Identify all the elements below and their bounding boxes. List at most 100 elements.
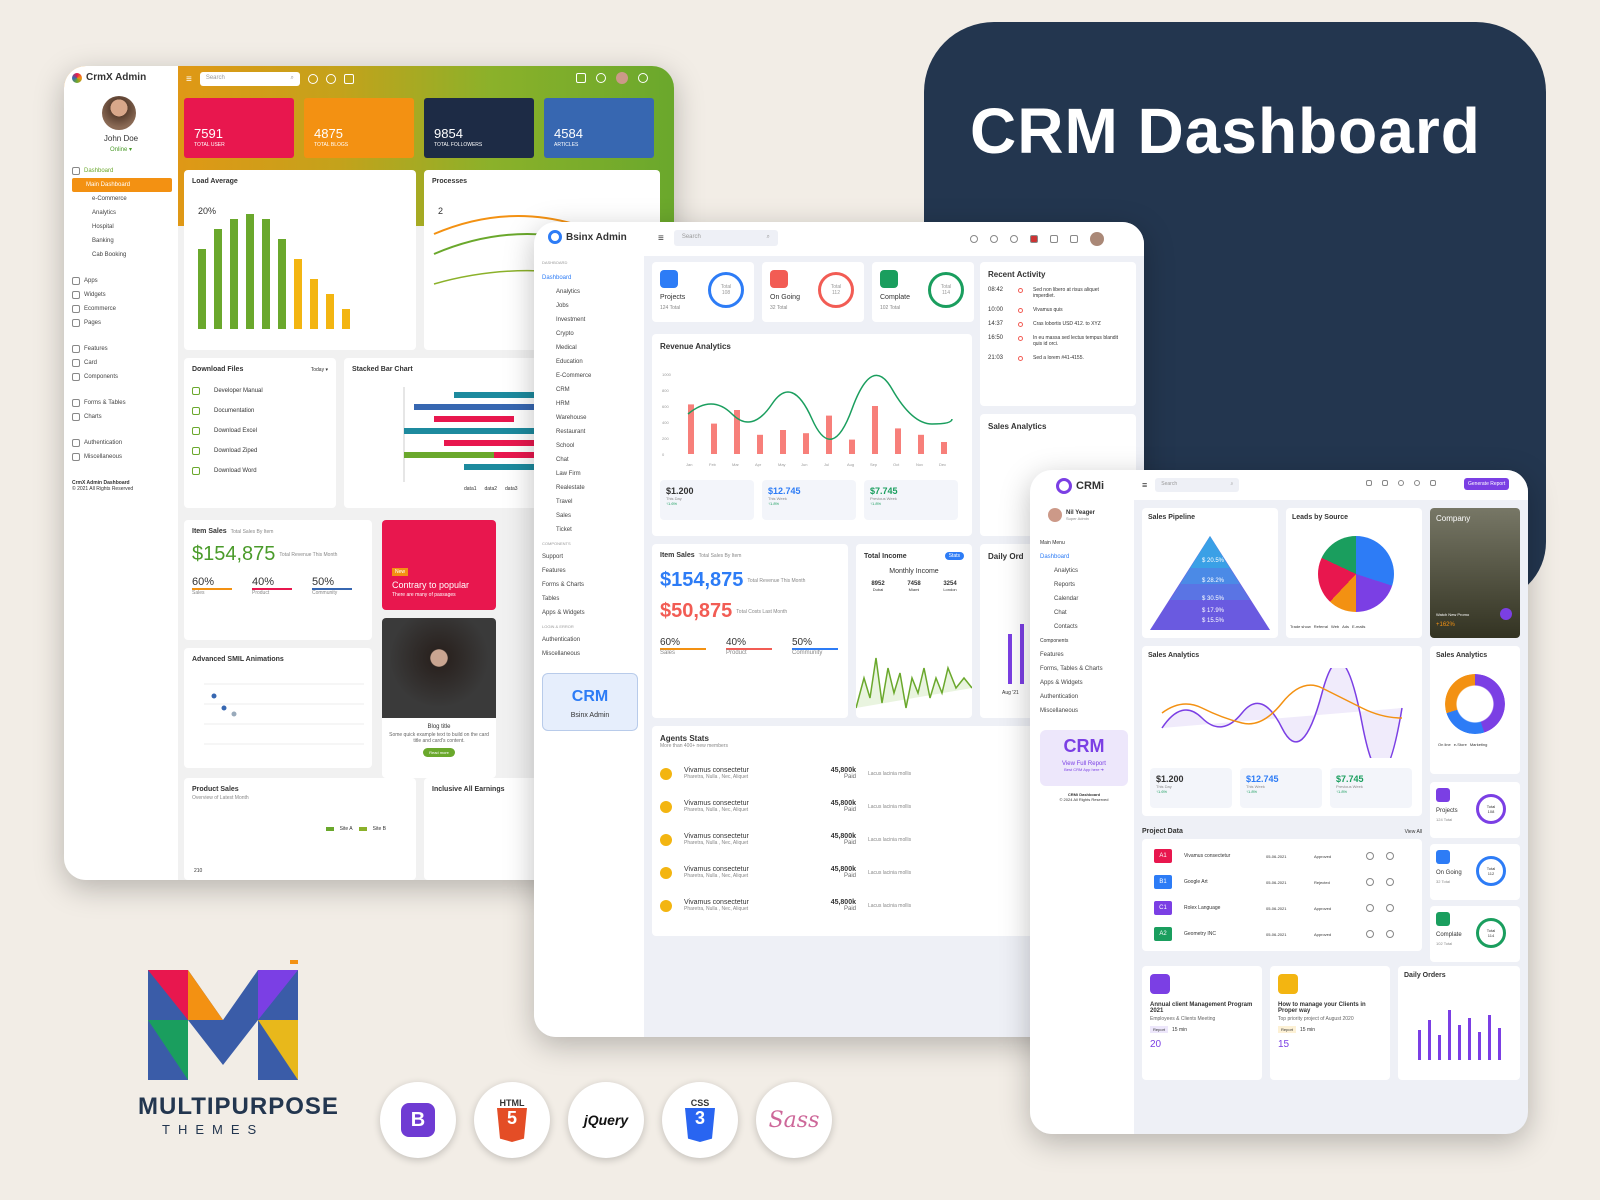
table-row[interactable]: C1 Rolex Language 05-06-2021 Approved bbox=[1146, 895, 1418, 921]
delete-icon[interactable] bbox=[1386, 852, 1394, 860]
moon-icon[interactable] bbox=[970, 235, 978, 243]
fullscreen-icon[interactable] bbox=[576, 73, 586, 83]
sidebar-item[interactable]: Features bbox=[1040, 652, 1064, 658]
sidebar-item[interactable]: Crypto bbox=[556, 331, 574, 337]
sidebar-item[interactable]: Law Firm bbox=[556, 471, 581, 477]
menu-icon[interactable]: ≡ bbox=[658, 232, 664, 244]
sidebar-item[interactable]: E-Commerce bbox=[556, 373, 592, 379]
sidebar-item[interactable]: Warehouse bbox=[556, 415, 587, 421]
sidebar-item-pages[interactable]: Pages bbox=[72, 316, 172, 330]
delete-icon[interactable] bbox=[1386, 904, 1394, 912]
sidebar-item[interactable]: HRM bbox=[556, 401, 570, 407]
sidebar-item[interactable]: Jobs bbox=[556, 303, 569, 309]
sidebar-item-dashboard[interactable]: Dashboard bbox=[72, 164, 172, 178]
table-row[interactable]: A2 Geometry INC 05-06-2021 Approved bbox=[1146, 921, 1418, 947]
sidebar-item-components[interactable]: Components bbox=[72, 370, 172, 384]
edit-icon[interactable] bbox=[1366, 852, 1374, 860]
promo-card[interactable]: New Contrary to popular There are many o… bbox=[382, 520, 496, 610]
sidebar-item-banking[interactable]: Banking bbox=[92, 238, 114, 244]
stat-tile[interactable]: 7591 TOTAL USER bbox=[184, 98, 294, 158]
sidebar-item[interactable]: Authentication bbox=[1040, 694, 1079, 700]
bsinx-promo[interactable]: CRM Bsinx Admin bbox=[542, 673, 638, 731]
sliders-icon[interactable] bbox=[1070, 235, 1078, 243]
globe-icon[interactable] bbox=[1398, 480, 1404, 486]
sidebar-item-misc[interactable]: Miscellaneous bbox=[72, 450, 172, 464]
file-item[interactable]: Download Excel bbox=[184, 421, 336, 441]
sidebar-item[interactable]: Reports bbox=[1054, 582, 1076, 588]
sidebar-item[interactable]: Travel bbox=[556, 499, 573, 505]
sidebar-item-main-dashboard[interactable]: Main Dashboard bbox=[72, 178, 172, 192]
bell-icon[interactable] bbox=[1366, 480, 1372, 486]
bell-icon[interactable] bbox=[596, 73, 606, 83]
avatar[interactable] bbox=[1090, 232, 1104, 246]
gear-icon[interactable] bbox=[638, 73, 648, 83]
read-more-button[interactable]: Read more bbox=[423, 748, 455, 757]
sidebar-item[interactable]: Chat bbox=[1054, 610, 1067, 616]
sidebar-item-charts[interactable]: Charts bbox=[72, 410, 172, 424]
settings-icon[interactable] bbox=[325, 74, 336, 84]
today-dropdown[interactable]: Today ▾ bbox=[310, 366, 328, 373]
view-all-link[interactable]: View All bbox=[1404, 828, 1422, 835]
stat-tile[interactable]: 4584 ARTICLES bbox=[544, 98, 654, 158]
sidebar-item-card[interactable]: Card bbox=[72, 356, 172, 370]
view-report-button[interactable]: View Full Report bbox=[1062, 761, 1106, 767]
sidebar-item[interactable]: Contacts bbox=[1054, 624, 1078, 630]
avatar[interactable] bbox=[1048, 508, 1062, 522]
crmi-promo[interactable]: CRM View Full Report Best CRM App here ➔ bbox=[1040, 730, 1128, 786]
chat-icon[interactable] bbox=[1010, 235, 1018, 243]
flag-icon[interactable] bbox=[1030, 235, 1038, 243]
menu-icon[interactable]: ≡ bbox=[186, 73, 192, 85]
sidebar-item[interactable]: Miscellaneous bbox=[1040, 708, 1079, 714]
sidebar-item[interactable]: Analytics bbox=[556, 289, 581, 295]
sidebar-item[interactable]: Realestate bbox=[556, 485, 585, 491]
bell-icon[interactable] bbox=[990, 235, 998, 243]
crmi-logo[interactable]: CRMi bbox=[1056, 478, 1104, 494]
crmx-logo[interactable]: CrmX Admin bbox=[72, 72, 146, 83]
sidebar-item[interactable]: Calendar bbox=[1054, 596, 1079, 602]
sidebar-item-ecommerce2[interactable]: Ecommerce bbox=[72, 302, 172, 316]
sidebar-item-apps[interactable]: Apps bbox=[72, 274, 172, 288]
sidebar-item-hospital[interactable]: Hospital bbox=[92, 224, 114, 230]
bsinx-search[interactable]: Search ⌕ bbox=[673, 230, 778, 246]
file-item[interactable]: Documentation bbox=[184, 401, 336, 421]
avatar[interactable] bbox=[616, 72, 628, 84]
table-row[interactable]: A1 Vivamus consectetur 05-06-2021 Approv… bbox=[1146, 843, 1418, 869]
sidebar-item[interactable]: Analytics bbox=[1054, 568, 1079, 574]
sidebar-item-features[interactable]: Features bbox=[72, 342, 172, 356]
sidebar-item-cab-booking[interactable]: Cab Booking bbox=[92, 252, 127, 258]
sidebar-item[interactable]: Dashboard bbox=[542, 275, 572, 281]
sidebar-item[interactable]: School bbox=[556, 443, 575, 449]
sidebar-item[interactable]: Forms, Tables & Charts bbox=[1040, 666, 1103, 672]
sidebar-item[interactable]: Miscellaneous bbox=[542, 651, 581, 657]
sidebar-item-authentication[interactable]: Authentication bbox=[72, 436, 172, 450]
stat-tile[interactable]: 9854 TOTAL FOLLOWERS bbox=[424, 98, 534, 158]
delete-icon[interactable] bbox=[1386, 878, 1394, 886]
sidebar-item[interactable]: Support bbox=[542, 554, 564, 560]
sidebar-item[interactable]: CRM bbox=[556, 387, 570, 393]
menu-icon[interactable]: ≡ bbox=[1142, 480, 1148, 490]
crmx-search[interactable]: Search ⌕ bbox=[199, 72, 300, 86]
crmi-search[interactable]: Search ⌕ bbox=[1155, 478, 1240, 492]
sidebar-item[interactable]: Features bbox=[542, 568, 566, 574]
bsinx-logo[interactable]: Bsinx Admin bbox=[548, 230, 627, 244]
sidebar-item-forms[interactable]: Forms & Tables bbox=[72, 396, 172, 410]
edit-icon[interactable] bbox=[1366, 904, 1374, 912]
sidebar-item[interactable]: Sales bbox=[556, 513, 572, 519]
chat-icon[interactable] bbox=[307, 74, 318, 84]
flag-icon[interactable] bbox=[1382, 480, 1388, 486]
file-item[interactable]: Developer Manual bbox=[184, 381, 336, 401]
sidebar-item[interactable]: Apps & Widgets bbox=[542, 610, 585, 616]
sidebar-item[interactable]: Restaurant bbox=[556, 429, 586, 435]
edit-icon[interactable] bbox=[1366, 878, 1374, 886]
delete-icon[interactable] bbox=[1386, 930, 1394, 938]
sidebar-item[interactable]: Authentication bbox=[542, 637, 581, 643]
file-item[interactable]: Download Ziped bbox=[184, 441, 336, 461]
sidebar-item-analytics[interactable]: Analytics bbox=[92, 210, 117, 216]
sidebar-item[interactable]: Forms & Charts bbox=[542, 582, 585, 588]
sidebar-item[interactable]: Ticket bbox=[556, 527, 572, 533]
sidebar-item-ecommerce[interactable]: e-Commerce bbox=[92, 196, 127, 202]
chat-icon[interactable] bbox=[1414, 480, 1420, 486]
generate-report-button[interactable]: Generate Report bbox=[1464, 478, 1510, 490]
profile-avatar[interactable] bbox=[102, 96, 136, 130]
sidebar-item[interactable]: Investment bbox=[556, 317, 586, 323]
